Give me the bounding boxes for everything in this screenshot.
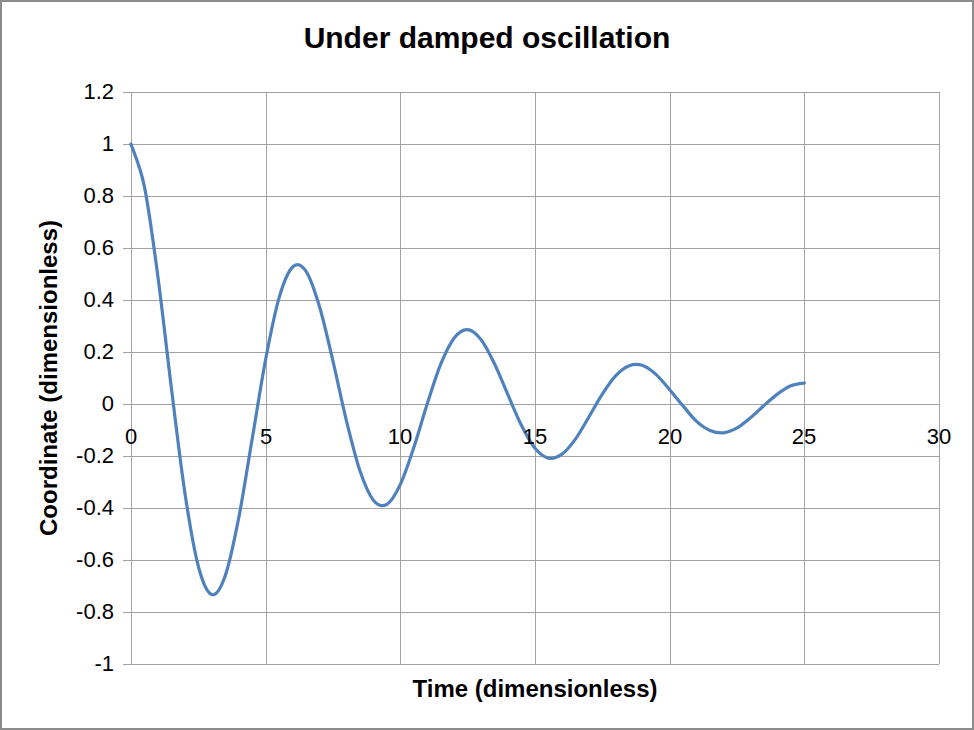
x-tick-label: 30	[927, 424, 951, 450]
y-tick-label: 0.8	[2, 183, 114, 209]
y-tick-label: 0	[2, 391, 114, 417]
y-tick-label: -0.2	[2, 443, 114, 469]
y-tick-label: 1.2	[2, 79, 114, 105]
plot-area	[2, 2, 974, 730]
y-tick-label: -0.4	[2, 495, 114, 521]
x-tick-label: 5	[260, 424, 272, 450]
axis-ticks	[123, 93, 131, 665]
gridlines	[131, 92, 940, 665]
y-tick-label: 1	[2, 131, 114, 157]
y-tick-label: 0.6	[2, 235, 114, 261]
y-tick-label: -0.8	[2, 599, 114, 625]
series-line	[131, 144, 804, 595]
x-tick-label: 10	[388, 424, 412, 450]
y-tick-label: -1	[2, 651, 114, 677]
x-tick-label: 0	[125, 424, 137, 450]
y-tick-label: 0.2	[2, 339, 114, 365]
chart-window: Under damped oscillation Coordinate (dim…	[0, 0, 974, 730]
x-tick-label: 20	[658, 424, 682, 450]
x-tick-label: 15	[523, 424, 547, 450]
y-tick-label: -0.6	[2, 547, 114, 573]
x-tick-label: 25	[792, 424, 816, 450]
y-tick-label: 0.4	[2, 287, 114, 313]
